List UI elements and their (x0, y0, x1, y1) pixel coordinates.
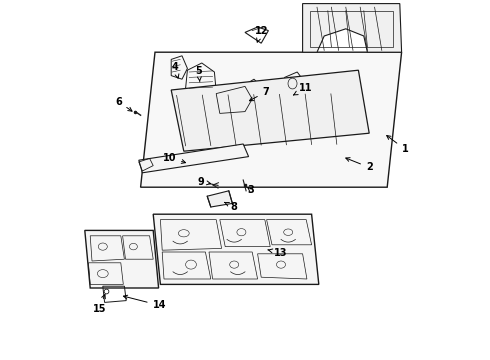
Text: 5: 5 (196, 66, 202, 82)
Text: 8: 8 (224, 202, 237, 212)
Polygon shape (139, 144, 248, 173)
Text: 12: 12 (254, 26, 268, 42)
Text: 1: 1 (387, 135, 409, 154)
Polygon shape (207, 191, 232, 207)
Text: 6: 6 (115, 96, 132, 111)
Polygon shape (171, 70, 369, 151)
Polygon shape (141, 52, 402, 187)
Polygon shape (153, 214, 319, 284)
Text: 10: 10 (163, 153, 186, 163)
Text: 11: 11 (294, 83, 312, 95)
Text: 15: 15 (93, 294, 106, 314)
Polygon shape (85, 230, 159, 288)
Text: 3: 3 (247, 185, 254, 195)
Text: 7: 7 (249, 87, 270, 101)
Text: 2: 2 (346, 158, 372, 172)
Text: 14: 14 (123, 295, 166, 310)
Text: 13: 13 (268, 248, 287, 258)
Polygon shape (303, 4, 402, 52)
Text: 4: 4 (172, 62, 179, 78)
Text: 9: 9 (197, 177, 211, 187)
